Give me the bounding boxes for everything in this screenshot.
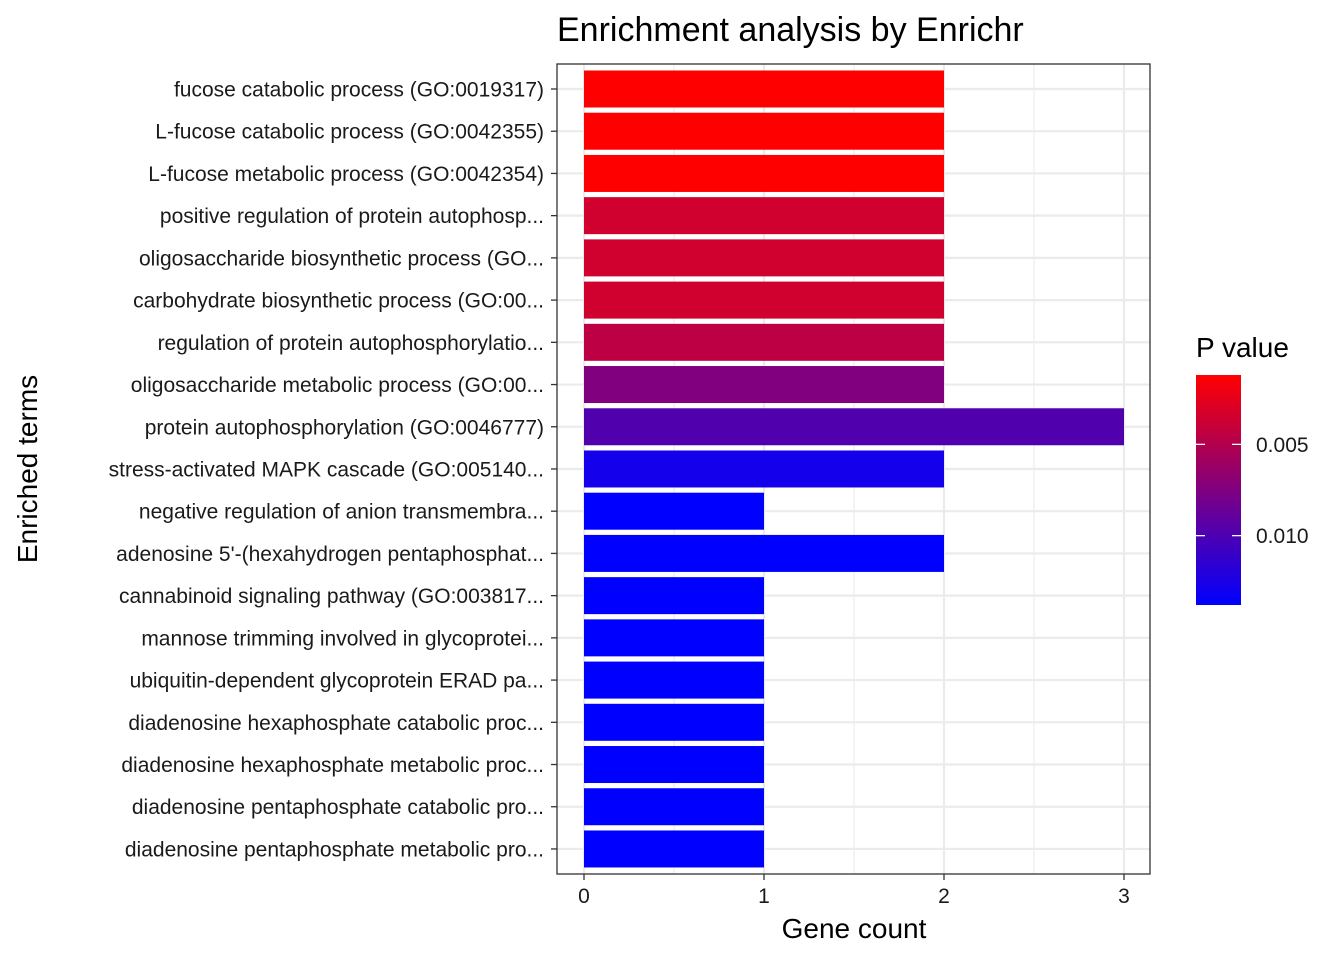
bar <box>584 323 944 361</box>
x-tick-label: 3 <box>1118 885 1130 908</box>
bar <box>584 408 1124 446</box>
y-tick-label: diadenosine hexaphosphate catabolic proc… <box>128 712 544 735</box>
bar <box>584 366 944 404</box>
bar <box>584 450 944 488</box>
chart-title: Enrichment analysis by Enrichr <box>557 11 1024 49</box>
bar <box>584 70 944 108</box>
y-tick-label: mannose trimming involved in glycoprotei… <box>141 627 544 650</box>
y-tick-label: stress-activated MAPK cascade (GO:005140… <box>109 458 544 481</box>
y-tick-label: diadenosine pentaphosphate metabolic pro… <box>125 838 544 861</box>
y-tick-label: adenosine 5'-(hexahydrogen pentaphosphat… <box>116 543 544 566</box>
y-axis-ticks: fucose catabolic process (GO:0019317) L-f… <box>109 79 557 861</box>
bar <box>584 788 764 826</box>
legend-colorbar <box>1196 375 1241 605</box>
y-tick-label: L-fucose catabolic process (GO:0042355) <box>155 121 544 144</box>
x-tick-label: 2 <box>938 885 950 908</box>
bar <box>584 577 764 615</box>
y-tick-label: protein autophosphorylation (GO:0046777) <box>145 416 544 439</box>
y-tick-label: oligosaccharide biosynthetic process (GO… <box>139 247 544 270</box>
y-tick-label: oligosaccharide metabolic process (GO:00… <box>131 374 544 397</box>
bar <box>584 239 944 277</box>
x-axis-title: Gene count <box>782 913 927 944</box>
bar <box>584 830 764 868</box>
y-tick-label: ubiquitin-dependent glycoprotein ERAD pa… <box>130 670 544 693</box>
bar <box>584 492 764 530</box>
y-tick-label: positive regulation of protein autophosp… <box>160 205 544 228</box>
bar <box>584 281 944 319</box>
y-tick-label: L-fucose metabolic process (GO:0042354) <box>148 163 544 186</box>
bar <box>584 703 764 741</box>
bar <box>584 661 764 699</box>
bar <box>584 534 944 572</box>
bar <box>584 746 764 784</box>
y-tick-label: diadenosine hexaphosphate metabolic proc… <box>121 754 544 777</box>
legend-tick-label: 0.010 <box>1256 525 1309 548</box>
y-tick-label: carbohydrate biosynthetic process (GO:00… <box>133 290 544 313</box>
bar <box>584 619 764 657</box>
y-tick-label: negative regulation of anion transmembra… <box>139 501 544 524</box>
bar <box>584 112 944 150</box>
color-legend: P value 0.005 0.010 <box>1196 332 1309 605</box>
bars <box>584 70 1124 868</box>
x-axis-ticks: 0 1 2 3 <box>578 874 1130 908</box>
legend-title: P value <box>1196 332 1289 363</box>
bar <box>584 197 944 235</box>
legend-tick-label: 0.005 <box>1256 434 1309 457</box>
legend-ticks: 0.005 0.010 <box>1196 434 1309 548</box>
bar <box>584 154 944 192</box>
y-tick-label: regulation of protein autophosphorylatio… <box>158 332 544 355</box>
x-tick-label: 0 <box>578 885 590 908</box>
y-tick-label: cannabinoid signaling pathway (GO:003817… <box>119 585 544 608</box>
y-tick-label: diadenosine pentaphosphate catabolic pro… <box>132 796 544 819</box>
x-tick-label: 1 <box>758 885 770 908</box>
y-axis-title: Enriched terms <box>12 375 43 563</box>
y-tick-label: fucose catabolic process (GO:0019317) <box>174 79 544 102</box>
